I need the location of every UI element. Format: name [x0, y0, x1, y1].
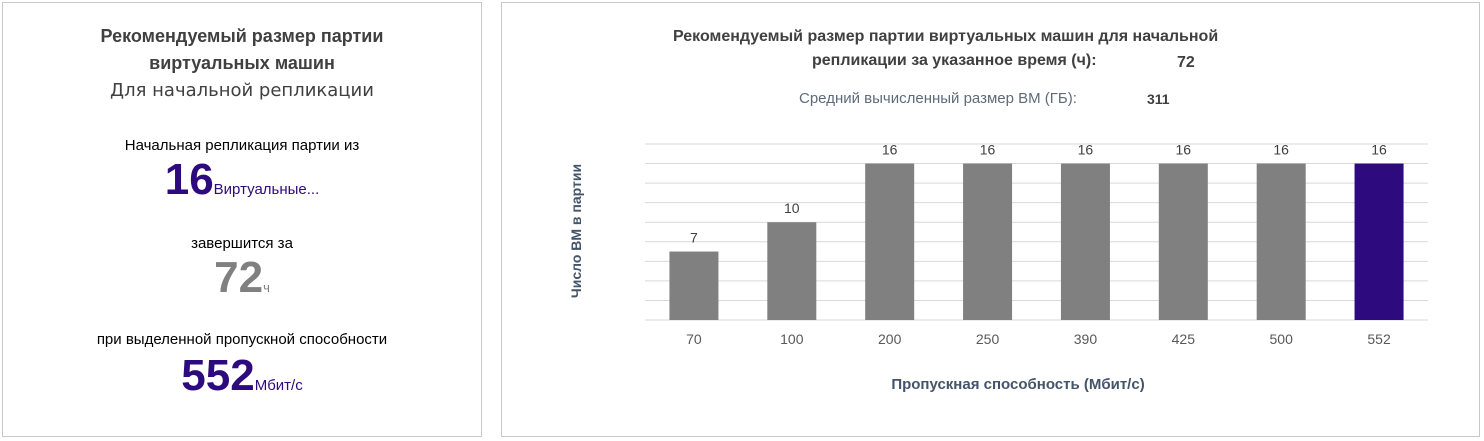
bandwidth-row: 552Мбит/с — [3, 351, 481, 401]
x-tick-label-70: 70 — [686, 331, 702, 347]
bar-250[interactable] — [963, 163, 1013, 320]
x-tick-label-390: 390 — [1074, 331, 1098, 347]
data-label-500: 16 — [1273, 142, 1289, 158]
data-label-250: 16 — [980, 142, 996, 158]
completes-label: завершится за — [191, 235, 293, 252]
data-label-100: 10 — [784, 200, 800, 216]
vm-count-row: 16Виртуальные... — [3, 155, 481, 205]
data-label-552: 16 — [1371, 142, 1387, 158]
data-label-200: 16 — [882, 142, 898, 158]
bandwidth-value: 552 — [181, 351, 255, 400]
x-tick-label-200: 200 — [878, 331, 902, 347]
bandwidth-unit: Мбит/с — [254, 377, 303, 394]
data-label-70: 7 — [690, 230, 698, 246]
x-tick-label-425: 425 — [1172, 331, 1196, 347]
bar-552[interactable] — [1354, 163, 1404, 320]
chart-title-line1: Рекомендуемый размер партии виртуальных … — [673, 28, 1219, 45]
bar-390[interactable] — [1060, 163, 1110, 320]
bar-500[interactable] — [1256, 163, 1306, 320]
bar-chart: 7 70 10 100 16 200 16 250 16 390 16 425 16 500 16 552 Ч… — [568, 142, 1428, 393]
chart-time-value: 72 — [1177, 54, 1195, 71]
vm-count-value: 16 — [164, 155, 214, 204]
x-axis-label: Пропускная способность (Мбит/с) — [891, 376, 1144, 393]
avg-vm-size-label: Средний вычисленный размер ВМ (ГБ): — [799, 90, 1077, 107]
x-tick-label-500: 500 — [1270, 331, 1294, 347]
bar-100[interactable] — [767, 222, 817, 320]
y-axis-label: Число ВМ в партии — [568, 164, 584, 298]
chart-title-line2: репликации за указанное время (ч): — [812, 52, 1097, 69]
batch-label: Начальная репликация партии из — [124, 137, 360, 154]
x-tick-label-250: 250 — [976, 331, 1000, 347]
bar-200[interactable] — [865, 163, 915, 320]
hours-row: 72ч — [3, 253, 481, 303]
chart-panel: Рекомендуемый размер партии виртуальных … — [501, 2, 1480, 437]
summary-subtitle: Для начальной репликации — [110, 80, 374, 101]
summary-panel: Рекомендуемый размер партии виртуальных … — [2, 2, 482, 437]
summary-title-line2: виртуальных машин — [149, 53, 335, 73]
x-tick-label-100: 100 — [780, 331, 804, 347]
avg-vm-size-value: 311 — [1147, 91, 1170, 107]
x-tick-label-552: 552 — [1367, 331, 1391, 347]
bandwidth-label: при выделенной пропускной способности — [96, 331, 388, 348]
bar-425[interactable] — [1158, 163, 1208, 320]
data-label-425: 16 — [1176, 142, 1192, 158]
data-label-390: 16 — [1078, 142, 1094, 158]
summary-title-line1: Рекомендуемый размер партии — [100, 26, 384, 46]
hours-value: 72 — [214, 253, 264, 302]
bar-70[interactable] — [669, 251, 719, 320]
hours-unit: ч — [263, 280, 270, 295]
vm-count-unit: Виртуальные... — [213, 181, 320, 198]
